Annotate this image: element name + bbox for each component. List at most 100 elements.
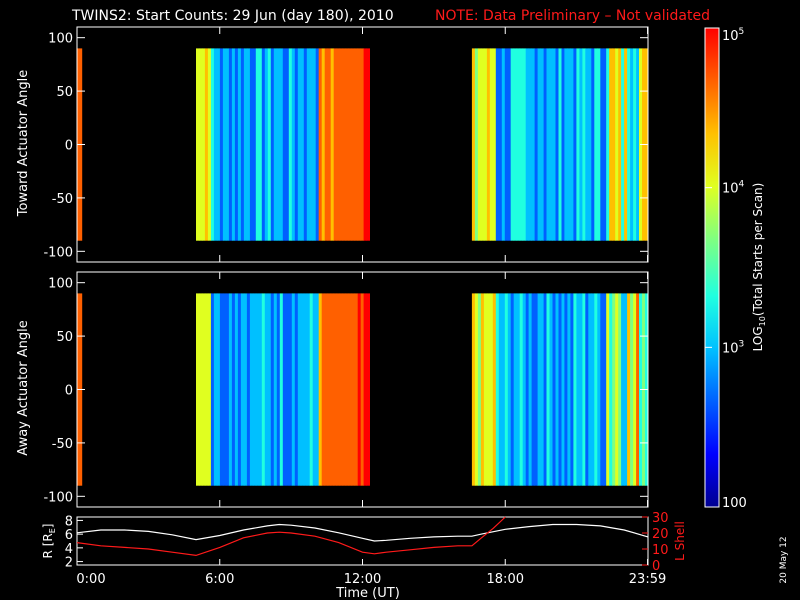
heatmap-column	[366, 293, 370, 486]
heatmap-column	[306, 293, 311, 486]
heatmap-column	[615, 293, 619, 486]
heatmap-column	[213, 293, 218, 486]
heatmap-column	[549, 48, 553, 241]
heatmap-column	[612, 48, 616, 241]
heatmap-column	[486, 293, 491, 486]
heatmap-column	[609, 48, 613, 241]
heatmap-column	[315, 48, 320, 241]
heatmap-column	[576, 293, 580, 486]
heatmap-column	[312, 293, 317, 486]
y2-tick-label: 0	[652, 559, 660, 574]
heatmap-column	[594, 48, 598, 241]
heatmap-column	[357, 48, 362, 241]
heatmap-column	[246, 293, 251, 486]
heatmap-column	[204, 293, 209, 486]
heatmap-column	[360, 293, 365, 486]
heatmap-column	[633, 48, 637, 241]
y-tick-label: 100	[48, 277, 73, 292]
time-xlabel: Time (UT)	[335, 586, 400, 600]
heatmap-column	[270, 293, 275, 486]
heatmap-column	[486, 48, 491, 241]
heatmap-column	[636, 48, 640, 241]
heatmap-column	[513, 48, 518, 241]
heatmap-column	[570, 293, 574, 486]
heatmap-column	[222, 293, 227, 486]
heatmap-column	[561, 293, 565, 486]
heatmap-column	[354, 48, 359, 241]
heatmap-column	[324, 48, 329, 241]
heatmap-column	[333, 48, 338, 241]
heatmap-column	[225, 48, 230, 241]
heatmap-column	[600, 48, 604, 241]
heatmap-column	[357, 293, 362, 486]
heatmap-column	[219, 293, 224, 486]
heatmap-column	[222, 48, 227, 241]
heatmap-column	[474, 48, 479, 241]
heatmap-column	[543, 293, 547, 486]
y-tick-label: 50	[56, 85, 73, 100]
heatmap-column	[249, 293, 254, 486]
heatmap-column	[528, 48, 532, 241]
heatmap-column	[522, 293, 527, 486]
heatmap-column	[333, 293, 338, 486]
toward-heatmap-panel: -100 -50 0 50 100	[43, 26, 649, 263]
heatmap-column	[303, 293, 308, 486]
y-tick-label: 8	[65, 514, 73, 529]
heatmap-column	[285, 48, 290, 241]
heatmap-column	[501, 293, 506, 486]
heatmap-column	[540, 48, 544, 241]
heatmap-column	[564, 293, 568, 486]
heatmap-column	[288, 293, 293, 486]
heatmap-column	[204, 48, 209, 241]
heatmap-column	[348, 48, 353, 241]
heatmap-column	[324, 293, 329, 486]
heatmap-column	[579, 293, 583, 486]
x-tick-label: 0:00	[76, 572, 105, 587]
heatmap-column	[339, 48, 344, 241]
heatmap-column	[210, 293, 215, 486]
heatmap-column	[588, 293, 592, 486]
y-tick-label: -50	[52, 192, 73, 207]
heatmap-column	[363, 48, 367, 241]
heatmap-column	[231, 293, 236, 486]
heatmap-column	[225, 293, 230, 486]
heatmap-column	[216, 48, 221, 241]
heatmap-column	[615, 48, 619, 241]
heatmap-column	[294, 293, 299, 486]
y-tick-label: 2	[65, 556, 73, 571]
heatmap-column	[600, 293, 604, 486]
heatmap-column	[196, 293, 200, 486]
heatmap-column	[495, 293, 500, 486]
heatmap-column	[576, 48, 580, 241]
heatmap-column	[570, 48, 574, 241]
heatmap-column	[480, 48, 485, 241]
heatmap-column	[546, 48, 550, 241]
heatmap-column	[594, 293, 598, 486]
heatmap-column	[261, 293, 266, 486]
heatmap-column	[519, 48, 524, 241]
heatmap-column	[201, 48, 206, 241]
heatmap-column	[330, 293, 335, 486]
heatmap-column	[321, 293, 326, 486]
heatmap-column	[264, 293, 269, 486]
heatmap-column	[528, 293, 532, 486]
y2-tick-label: 10	[652, 543, 669, 558]
heatmap-column	[267, 48, 272, 241]
heatmap-column	[282, 293, 287, 486]
heatmap-column	[507, 293, 512, 486]
heatmap-column	[558, 48, 562, 241]
heatmap-column	[297, 293, 302, 486]
heatmap-column	[228, 48, 233, 241]
heatmap-column	[240, 293, 245, 486]
heatmap-column	[273, 48, 278, 241]
heatmap-column	[474, 293, 479, 486]
heatmap-column	[510, 48, 515, 241]
heatmap-column	[207, 48, 212, 241]
heatmap-column	[603, 48, 607, 241]
heatmap-column	[219, 48, 224, 241]
heatmap-column	[492, 293, 497, 486]
y-tick-label: 0	[65, 384, 73, 399]
heatmap-column	[199, 48, 203, 241]
